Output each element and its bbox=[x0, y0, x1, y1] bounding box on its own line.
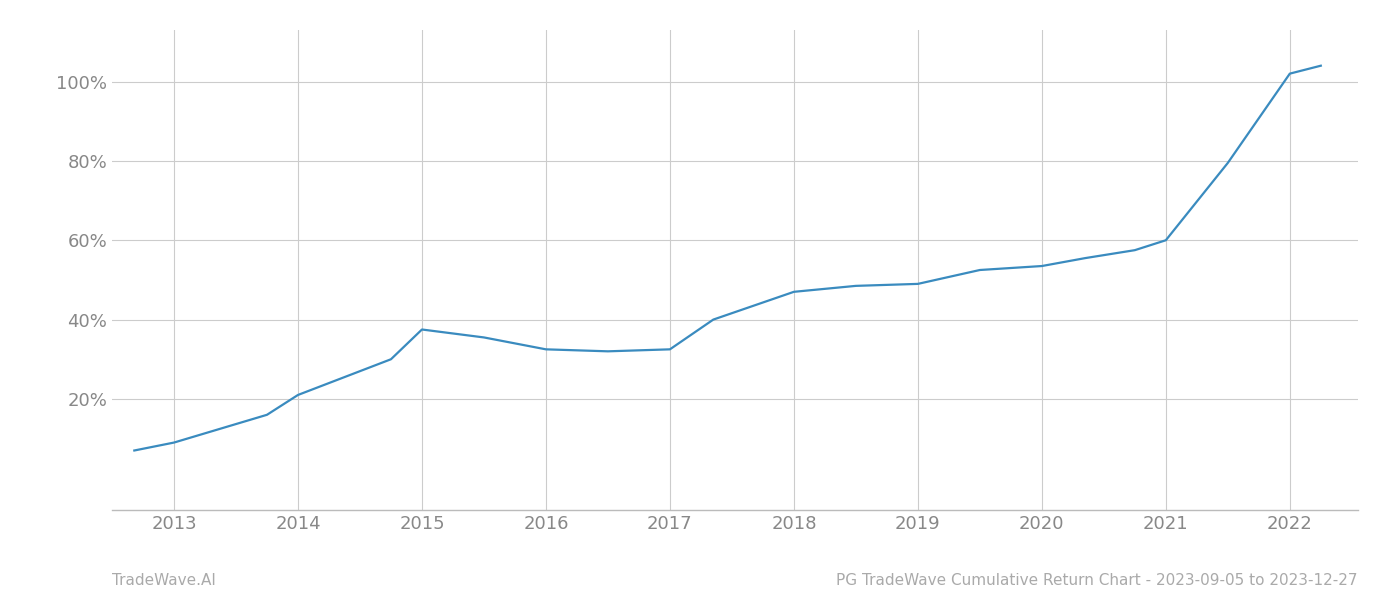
Text: PG TradeWave Cumulative Return Chart - 2023-09-05 to 2023-12-27: PG TradeWave Cumulative Return Chart - 2… bbox=[837, 573, 1358, 588]
Text: TradeWave.AI: TradeWave.AI bbox=[112, 573, 216, 588]
